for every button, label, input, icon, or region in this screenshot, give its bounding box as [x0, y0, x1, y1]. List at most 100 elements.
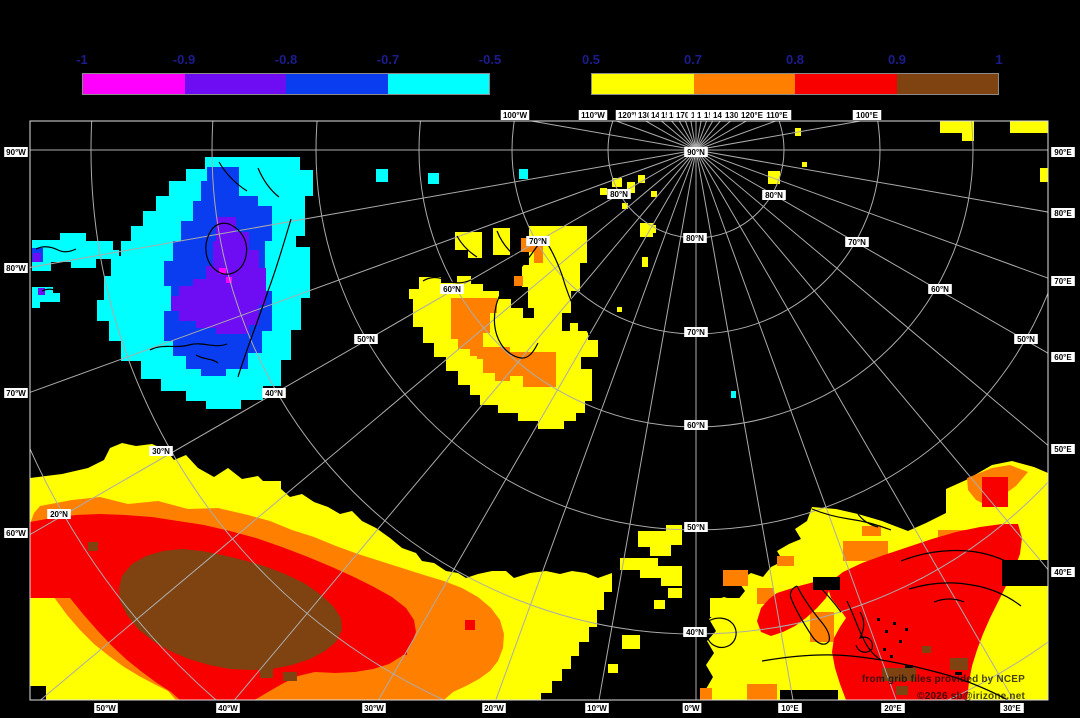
colorbar-tick-label: -1	[76, 52, 88, 67]
anomaly-region-black	[893, 622, 896, 625]
anomaly-region-yellow	[1010, 121, 1048, 133]
grid-label: 60°E	[1051, 352, 1075, 362]
anomaly-region-brown	[950, 658, 968, 670]
anomaly-region-orange	[514, 276, 523, 286]
grid-label: 50°N	[1014, 334, 1038, 344]
anomaly-region-orange	[451, 298, 497, 356]
grid-label: 50°W	[94, 703, 118, 713]
grid-label: 40°W	[216, 703, 240, 713]
anomaly-region-orange	[777, 556, 794, 566]
anomaly-region-yellow	[570, 323, 578, 332]
svg-text:80°N: 80°N	[765, 191, 783, 200]
svg-text:60°N: 60°N	[443, 285, 461, 294]
svg-text:50°N: 50°N	[687, 523, 705, 532]
grid-label: 50°E	[1051, 444, 1075, 454]
anomaly-region-black	[1002, 560, 1048, 586]
coastline	[218, 161, 280, 198]
anomaly-region-orange	[723, 570, 748, 586]
svg-text:50°E: 50°E	[1054, 445, 1072, 454]
grid-label: 80°W	[4, 263, 28, 273]
grid-label: 110°W	[578, 110, 608, 120]
anomaly-region-cyan	[376, 169, 388, 182]
coastline	[542, 236, 591, 336]
anomaly-region-yellow	[493, 228, 510, 255]
grid-label: 60°N	[440, 284, 464, 294]
svg-text:80°N: 80°N	[610, 190, 628, 199]
svg-text:60°N: 60°N	[687, 421, 705, 430]
anomaly-region-magenta	[226, 277, 232, 283]
anomaly-region-orange	[700, 688, 712, 700]
coastline	[35, 246, 77, 293]
svg-text:80°E: 80°E	[1054, 209, 1072, 218]
colorbar-segment	[387, 74, 489, 94]
svg-text:80°W: 80°W	[6, 264, 26, 273]
anomaly-region-yellow	[668, 588, 682, 598]
svg-text:30°W: 30°W	[364, 704, 384, 713]
colorbar-negative-labels: -1 -0.9 -0.8 -0.7 -0.5	[76, 52, 501, 69]
colorbar-segment	[184, 74, 286, 94]
anomaly-region-yellow	[802, 162, 807, 167]
grid-label: 30°E	[1000, 703, 1024, 713]
map-frame	[29, 120, 1049, 701]
grid-label: 90°N	[684, 147, 708, 157]
svg-text:90°N: 90°N	[687, 148, 705, 157]
coastlines	[35, 161, 1025, 700]
meridian-line	[233, 149, 697, 700]
meridian-line	[695, 149, 1048, 279]
anomaly-region-magenta	[219, 268, 226, 274]
anomaly-region-black	[955, 672, 962, 675]
anomaly-region-yellow	[455, 232, 482, 258]
svg-text:100°W: 100°W	[503, 111, 528, 120]
grid-label: 50°N	[354, 334, 378, 344]
anomaly-region-yellow	[940, 121, 974, 133]
colorbar-tick-label: -0.7	[376, 52, 400, 67]
anomaly-region-yellow	[654, 600, 665, 609]
grid-label: 30°N	[149, 446, 173, 456]
coastline	[900, 549, 1025, 607]
svg-text:90°E: 90°E	[1054, 148, 1072, 157]
svg-text:70°N: 70°N	[687, 328, 705, 337]
meridian-line	[695, 149, 1048, 447]
grid-label: 0°W	[682, 703, 702, 713]
grid-label: 80°N	[607, 189, 631, 199]
colorbar-positive-labels: 0.5 0.7 0.8 0.9 1	[582, 52, 1003, 69]
anomaly-region-brown	[260, 668, 273, 678]
anomaly-region-cyan	[428, 173, 439, 184]
anomaly-region-orange	[747, 684, 777, 700]
anomaly-region-yellow	[1040, 168, 1048, 182]
colorbar-tick-label: -0.9	[172, 52, 196, 67]
anomaly-region-cyan	[519, 169, 528, 179]
svg-text:120°W: 120°W	[618, 111, 643, 120]
svg-text:50°N: 50°N	[357, 335, 375, 344]
svg-text:90°W: 90°W	[6, 148, 26, 157]
meridian-line	[39, 149, 697, 700]
anomaly-region-yellow	[642, 257, 648, 267]
coastline	[422, 230, 515, 284]
anomaly-region-brown	[283, 672, 297, 681]
svg-text:100°E: 100°E	[856, 111, 879, 120]
grid-label: 20°W	[482, 703, 506, 713]
grid-label: 20°N	[47, 509, 71, 519]
svg-text:50°W: 50°W	[96, 704, 116, 713]
grid-label: 80°N	[683, 233, 707, 243]
svg-text:40°W: 40°W	[218, 704, 238, 713]
anomaly-region-red	[982, 477, 1008, 507]
meridian-line	[377, 149, 697, 700]
svg-text:110°E: 110°E	[766, 111, 788, 120]
colorbar-segment	[83, 74, 185, 94]
colorbar-segment	[795, 74, 897, 94]
meridian-line	[695, 149, 897, 700]
svg-text:20°E: 20°E	[884, 704, 902, 713]
colorbar-tick-label: -0.8	[274, 52, 298, 67]
anomaly-region-violet	[171, 217, 266, 334]
anomaly-region-yellow	[620, 558, 682, 586]
colorbar-tick-label: 0.9	[887, 52, 907, 67]
colorbar-segment	[286, 74, 388, 94]
svg-text:20°N: 20°N	[50, 510, 68, 519]
anomaly-region-brown	[882, 668, 916, 681]
coastline	[813, 580, 882, 661]
colorbar-tick-label: 0.5	[581, 52, 601, 67]
meridian-line	[695, 149, 1048, 213]
colorbar-tick-label: 0.8	[785, 52, 805, 67]
